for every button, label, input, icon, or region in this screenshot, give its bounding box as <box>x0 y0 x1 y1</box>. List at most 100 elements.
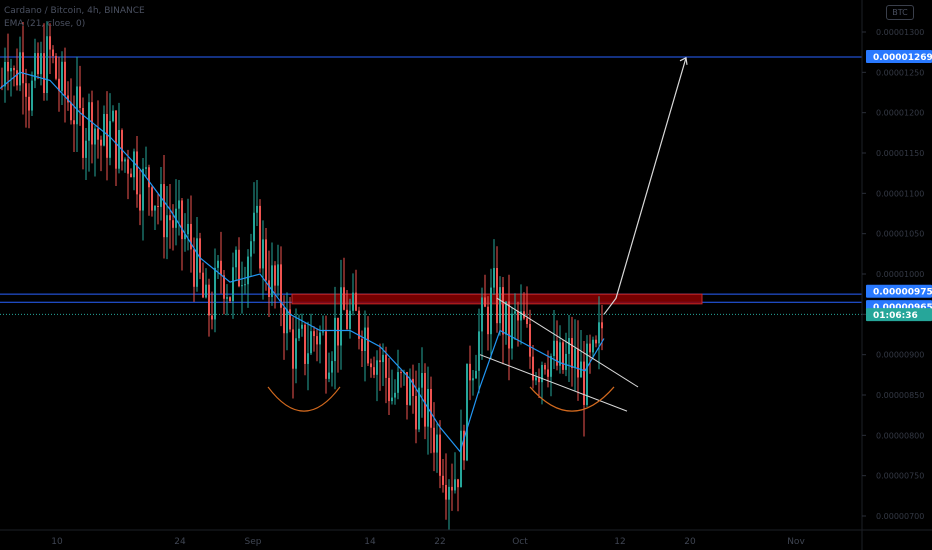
projection-arrow <box>603 57 687 315</box>
time-axis[interactable]: 10 24 Sep 14 22 Oct 12 20 Nov <box>0 529 932 547</box>
candle-body <box>592 339 594 353</box>
candle-body <box>244 284 246 286</box>
candle-body <box>187 223 189 235</box>
candle-body <box>601 322 603 329</box>
candle-body <box>130 173 132 178</box>
candle-body <box>322 331 324 333</box>
candle-body <box>343 287 345 310</box>
candle-body <box>199 238 201 273</box>
candle-body <box>181 200 183 240</box>
candle-body <box>88 102 90 141</box>
x-tick-label: 22 <box>434 537 445 547</box>
currency-button[interactable]: BTC <box>886 5 914 20</box>
candle-body <box>550 356 552 377</box>
y-tick-label: 0.00001150 <box>876 149 924 158</box>
candle-body <box>256 205 258 213</box>
candle-body <box>373 367 375 375</box>
candle-body <box>112 110 114 122</box>
candle-body <box>154 205 156 211</box>
candle-body <box>85 140 87 158</box>
candle-body <box>436 434 438 453</box>
candle-body <box>55 56 57 79</box>
symbol-legend[interactable]: Cardano / Bitcoin, 4h, BINANCE <box>4 6 145 16</box>
wedge-lower-line <box>479 354 628 412</box>
x-tick-label: Sep <box>245 537 262 547</box>
candle-body <box>391 397 393 402</box>
candle-body <box>493 267 495 288</box>
candle-body <box>325 331 327 379</box>
candle-body <box>229 297 231 302</box>
candle-body <box>286 309 288 334</box>
candle-body <box>64 61 66 96</box>
candle-body <box>25 83 27 97</box>
candle-body <box>469 363 471 381</box>
candle-body <box>346 309 348 330</box>
candle-body <box>151 187 153 211</box>
candle-body <box>193 249 195 287</box>
candle-body <box>127 159 129 174</box>
candle-body <box>100 139 102 146</box>
lower-price-label: 0.00000965 <box>873 303 932 313</box>
candle-body <box>448 486 450 500</box>
candle-body <box>589 343 591 353</box>
candle-body <box>421 372 423 388</box>
candle-body <box>301 324 303 329</box>
candles-layer <box>1 21 603 531</box>
candle-body <box>79 86 81 108</box>
candle-body <box>409 378 411 405</box>
candle-body <box>310 331 312 354</box>
candle-body <box>418 387 420 430</box>
x-tick-label: 24 <box>174 537 186 547</box>
candle-body <box>490 287 492 335</box>
candle-body <box>505 301 507 335</box>
candle-body <box>517 311 519 321</box>
candle-body <box>145 167 147 169</box>
candle-body <box>7 61 9 72</box>
candle-body <box>538 377 540 383</box>
candle-body <box>358 310 360 339</box>
x-tick-label: 12 <box>614 537 625 547</box>
candle-body <box>268 280 270 297</box>
candle-body <box>148 167 150 188</box>
candle-body <box>73 120 75 125</box>
candle-body <box>571 338 573 369</box>
candle-body <box>103 113 105 146</box>
candle-body <box>331 361 333 373</box>
candle-body <box>487 306 489 335</box>
x-tick-label: Nov <box>787 537 805 547</box>
candle-body <box>349 310 351 330</box>
target-price-label-bg <box>866 50 932 64</box>
candle-body <box>559 342 561 366</box>
candle-body <box>31 80 33 111</box>
candle-body <box>337 317 339 346</box>
candle-body <box>385 354 387 378</box>
candle-body <box>205 284 207 298</box>
upper-price-label-bg <box>866 284 932 298</box>
candle-body <box>121 130 123 162</box>
candle-body <box>172 220 174 228</box>
candle-body <box>163 184 165 238</box>
candle-body <box>439 434 441 476</box>
candle-body <box>139 194 141 211</box>
indicator-legend[interactable]: EMA (21, close, 0) <box>4 19 86 29</box>
candle-body <box>361 338 363 352</box>
y-tick-label: 0.00000850 <box>876 391 924 400</box>
candle-body <box>235 249 237 268</box>
candle-body <box>397 372 399 393</box>
price-axis[interactable]: 0.00001300 0.00001250 0.00001200 0.00001150… <box>861 0 924 550</box>
candle-body <box>253 212 255 242</box>
y-tick-label: 0.00000750 <box>876 472 924 481</box>
candle-body <box>160 184 162 207</box>
candle-body <box>208 284 210 316</box>
candle-body <box>292 329 294 369</box>
candle-body <box>577 348 579 378</box>
candle-body <box>295 338 297 369</box>
candle-body <box>502 287 504 335</box>
candle-body <box>214 267 216 320</box>
candle-body <box>496 267 498 324</box>
candle-body <box>364 327 366 352</box>
candle-body <box>157 205 159 207</box>
y-tick-label: 0.00001000 <box>876 270 924 279</box>
